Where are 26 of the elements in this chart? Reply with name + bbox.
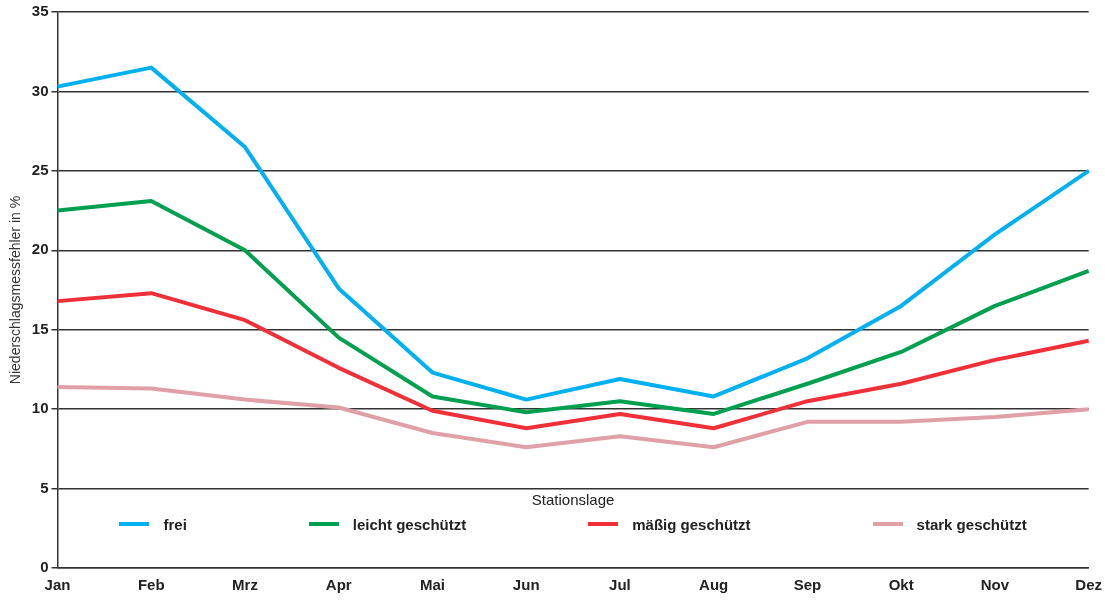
x-tick-label: Mrz: [232, 576, 258, 594]
legend-label: frei: [163, 515, 187, 533]
x-tick-label: Apr: [325, 576, 352, 594]
x-tick-label: Dez: [1075, 576, 1103, 594]
x-tick-label: Feb: [137, 576, 165, 594]
legend-title: Stationslage: [530, 490, 616, 508]
y-tick-label: 20: [31, 240, 49, 258]
x-tick-label: Jul: [609, 576, 631, 594]
y-tick-label: 35: [31, 2, 49, 20]
legend-label: leicht geschützt: [352, 515, 467, 533]
y-tick-label: 5: [40, 478, 49, 496]
y-axis-title: Niederschlagsmessfehler in %: [7, 195, 24, 385]
legend-label: mäßig geschützt: [632, 515, 751, 533]
y-tick-label: 30: [31, 81, 49, 99]
x-tick-label: Okt: [888, 576, 914, 594]
y-tick-label: 10: [31, 399, 49, 417]
y-tick-label: 0: [40, 558, 49, 576]
legend-label: stark geschützt: [916, 515, 1027, 533]
x-tick-label: Sep: [793, 576, 822, 594]
x-tick-label: Mai: [419, 576, 445, 594]
x-tick-label: Aug: [699, 576, 729, 594]
y-tick-label: 25: [31, 161, 49, 178]
x-tick-label: Nov: [980, 576, 1010, 594]
x-tick-label: Jan: [44, 576, 71, 594]
y-tick-label: 15: [31, 319, 49, 337]
x-tick-label: Jun: [512, 576, 540, 594]
